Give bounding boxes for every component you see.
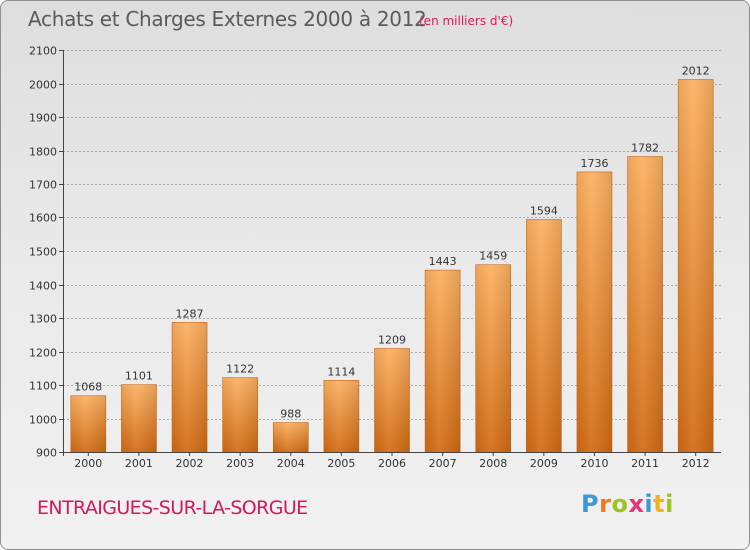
bar-shade [627, 156, 663, 452]
bar-shade [425, 270, 461, 452]
x-tick-label: 2008 [479, 457, 507, 470]
x-tick-label: 2004 [277, 457, 305, 470]
y-tick-label: 1900 [29, 112, 57, 125]
x-tick-label: 2010 [580, 457, 608, 470]
y-tick-label: 1400 [29, 280, 57, 293]
data-label: 2012 [682, 64, 710, 77]
y-tick-label: 1300 [29, 313, 57, 326]
data-label: 1101 [125, 370, 153, 383]
bar-shade [323, 380, 359, 452]
bar-shade [273, 422, 309, 452]
data-label: 1736 [580, 157, 608, 170]
data-label: 1594 [530, 205, 558, 218]
x-tick-label: 2009 [530, 457, 558, 470]
data-label: 1443 [429, 255, 457, 268]
x-tick-label: 2003 [226, 457, 254, 470]
y-tick-label: 2100 [29, 45, 57, 58]
bar-shade [70, 395, 106, 452]
logo-letter: r [599, 490, 612, 518]
labels: 900 1000 1100 1200 1300 1400 1500 1600 1700 1800 1… [29, 45, 710, 471]
data-label: 1459 [479, 250, 507, 263]
x-tick-label: 2005 [327, 457, 355, 470]
bar-shade [475, 264, 511, 452]
x-tick-label: 2002 [176, 457, 204, 470]
x-tick-label: 2000 [74, 457, 102, 470]
data-label: 1782 [631, 142, 659, 155]
proxiti-logo: Proxiti [581, 490, 674, 518]
data-label: 1287 [176, 307, 204, 320]
bar-shade [374, 348, 410, 452]
x-tick-label: 2006 [378, 457, 406, 470]
chart-title: Achats et Charges Externes 2000 à 2012 [28, 7, 427, 31]
data-label: 1068 [74, 381, 102, 394]
x-tick-label: 2011 [631, 457, 659, 470]
y-tick-label: 1200 [29, 347, 57, 360]
y-tick-label: 1500 [29, 246, 57, 259]
bar-shade [222, 377, 258, 452]
x-tick-label: 2001 [125, 457, 153, 470]
x-tick-label: 2007 [429, 457, 457, 470]
y-tick-label: 1100 [29, 380, 57, 393]
y-tick-label: 1000 [29, 414, 57, 427]
bar-shade [526, 219, 562, 452]
data-label: 1114 [327, 365, 355, 378]
axes [59, 50, 721, 456]
bar-shade [172, 322, 208, 452]
y-tick-label: 900 [36, 447, 57, 460]
logo-letter: i [665, 490, 674, 518]
bar-shade [678, 79, 714, 452]
logo-letter: i [644, 490, 654, 518]
y-tick-label: 1600 [29, 212, 57, 225]
bar-shade [121, 384, 157, 452]
data-label: 1209 [378, 333, 406, 346]
logo-letter: P [581, 490, 600, 518]
chart-subtitle: (en milliers d'€) [419, 14, 514, 28]
bars [70, 79, 714, 453]
logo-letter: x [628, 490, 645, 518]
data-label: 988 [280, 408, 301, 421]
commune-name: ENTRAIGUES-SUR-LA-SORGUE [37, 497, 308, 519]
data-label: 1122 [226, 363, 254, 376]
y-tick-label: 2000 [29, 79, 57, 92]
x-tick-label: 2012 [682, 457, 710, 470]
logo-letter: t [653, 490, 666, 518]
logo-letter: o [611, 490, 629, 518]
bar-shade [576, 171, 612, 452]
y-tick-label: 1800 [29, 146, 57, 159]
y-tick-label: 1700 [29, 179, 57, 192]
